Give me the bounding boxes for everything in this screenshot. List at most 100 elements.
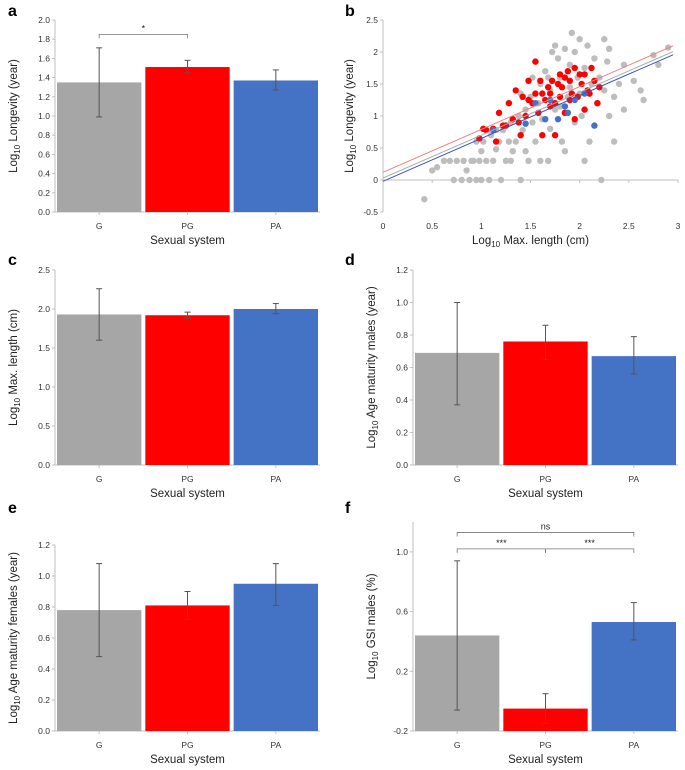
point-PG <box>558 84 566 91</box>
y-axis-title: Log10 Age maturity females (year) <box>8 552 22 724</box>
point-G <box>478 176 485 184</box>
point-G <box>615 80 623 88</box>
y-tick-label: -0.2 <box>393 726 408 736</box>
point-G <box>440 157 448 164</box>
point-PG <box>532 58 539 65</box>
trendline-PA <box>382 54 674 182</box>
point-PA <box>564 109 572 117</box>
y-tick-label: 2.5 <box>38 265 50 275</box>
y-tick-label: 1.0 <box>38 571 50 581</box>
point-G <box>433 164 441 171</box>
point-G <box>605 45 613 52</box>
x-tick-label: 1 <box>479 221 484 231</box>
point-PG <box>566 77 574 85</box>
point-PG <box>492 138 500 145</box>
bar-PA <box>233 309 319 465</box>
y-tick-label: 0.2 <box>38 695 50 705</box>
point-G <box>630 77 637 85</box>
panel-letter-a: a <box>8 3 17 20</box>
point-PA <box>542 116 549 123</box>
x-axis-title: Sexual system <box>150 235 225 247</box>
point-G <box>492 146 500 153</box>
point-G <box>542 68 549 75</box>
x-tick-label: G <box>96 740 103 750</box>
point-G <box>458 176 465 184</box>
point-G <box>512 138 519 145</box>
point-G <box>486 176 493 184</box>
y-tick-label: 0.0 <box>38 726 50 736</box>
point-G <box>532 138 539 145</box>
point-PG <box>578 80 585 88</box>
x-tick-label: PG <box>181 474 193 484</box>
y-tick-label: 2.0 <box>38 304 50 314</box>
y-tick-label: 0.8 <box>38 130 50 140</box>
point-G <box>546 125 554 132</box>
point-G <box>605 112 613 120</box>
y-tick-label: 1.5 <box>366 79 378 89</box>
point-G <box>446 157 454 164</box>
point-G <box>463 167 470 174</box>
point-PG <box>564 68 572 75</box>
significance-label: ns <box>541 521 551 531</box>
x-tick-label: 0 <box>381 221 386 231</box>
point-G <box>604 58 611 65</box>
point-PG <box>532 90 539 97</box>
y-tick-label: 0.6 <box>396 363 408 373</box>
point-PG <box>519 93 526 101</box>
x-axis-title: Sexual system <box>508 754 583 766</box>
y-tick-label: 1.2 <box>38 540 50 550</box>
point-G <box>519 126 526 134</box>
point-PA <box>554 116 562 123</box>
point-PA <box>591 122 598 129</box>
significance-label: *** <box>496 538 507 548</box>
significance-bracket <box>98 34 188 39</box>
point-G <box>591 55 598 62</box>
point-G <box>476 157 483 164</box>
point-PA <box>522 120 529 127</box>
bar-PG <box>145 315 230 465</box>
point-G <box>545 157 552 164</box>
point-G <box>470 157 477 164</box>
point-G <box>515 112 522 120</box>
point-G <box>640 96 647 104</box>
panel-letter-e: e <box>8 500 17 517</box>
y-tick-label: 1 <box>373 111 378 121</box>
point-G <box>566 61 574 68</box>
point-PG <box>581 71 588 78</box>
point-PG <box>581 106 588 113</box>
x-tick-label: G <box>454 474 461 484</box>
y-tick-label: 1.0 <box>396 298 408 308</box>
x-tick-label: G <box>96 221 103 231</box>
point-G <box>561 45 569 52</box>
y-tick-label: 0.0 <box>396 460 408 470</box>
x-tick-label: PG <box>181 740 193 750</box>
y-tick-label: 1.2 <box>38 92 50 102</box>
point-PG <box>512 87 519 94</box>
point-G <box>489 157 497 164</box>
y-tick-label: 1.8 <box>38 34 50 44</box>
point-G <box>548 48 556 56</box>
panel-letter-b: b <box>345 3 355 20</box>
point-G <box>537 157 544 164</box>
x-axis-title: Sexual system <box>150 754 225 766</box>
point-G <box>581 157 588 164</box>
point-G <box>502 157 510 164</box>
x-tick-label: 3 <box>676 221 681 231</box>
y-tick-label: 0.2 <box>38 188 50 198</box>
panel-letter-f: f <box>345 500 351 517</box>
point-G <box>421 196 428 203</box>
point-PG <box>539 132 546 139</box>
y-axis-title: Log10 Age maturity males (year) <box>366 286 380 448</box>
y-tick-label: 1.2 <box>396 265 408 275</box>
point-G <box>525 157 532 164</box>
bar-PG <box>145 605 230 731</box>
y-axis-title: Log10 Longevity (year) <box>8 59 22 173</box>
y-tick-label: 2 <box>373 47 378 57</box>
point-G <box>601 87 608 94</box>
point-G <box>517 176 524 184</box>
y-tick-label: 1.4 <box>38 73 50 83</box>
point-G <box>554 55 562 62</box>
panel-d: d 0.0 0.2 0.4 0.6 0.8 1.0 1.2 G PG PA Sexual system… <box>345 252 678 500</box>
panel-letter-c: c <box>8 252 17 269</box>
